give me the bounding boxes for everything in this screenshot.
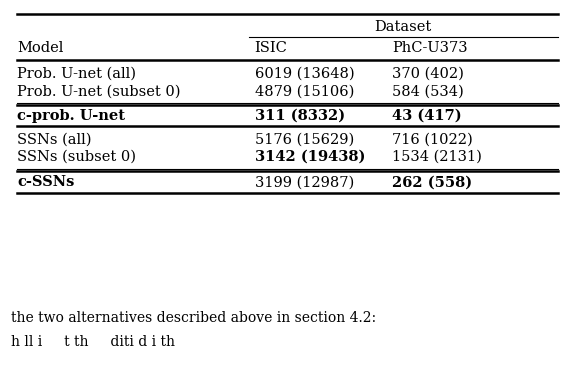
Text: the two alternatives described above in section 4.2:: the two alternatives described above in … (11, 312, 376, 325)
Text: 43 (417): 43 (417) (392, 109, 462, 123)
Text: c-prob. U-net: c-prob. U-net (17, 109, 125, 123)
Text: PhC-U373: PhC-U373 (392, 41, 467, 55)
Text: 3142 (19438): 3142 (19438) (255, 150, 365, 164)
Text: 716 (1022): 716 (1022) (392, 133, 472, 147)
Text: 262 (558): 262 (558) (392, 175, 472, 189)
Text: SSNs (subset 0): SSNs (subset 0) (17, 150, 136, 164)
Text: 370 (402): 370 (402) (392, 67, 464, 81)
Text: 3199 (12987): 3199 (12987) (255, 175, 354, 189)
Text: 584 (534): 584 (534) (392, 85, 463, 99)
Text: 4879 (15106): 4879 (15106) (255, 85, 354, 99)
Text: c-SSNs: c-SSNs (17, 175, 74, 189)
Text: 1534 (2131): 1534 (2131) (392, 150, 482, 164)
Text: 5176 (15629): 5176 (15629) (255, 133, 354, 147)
Text: 6019 (13648): 6019 (13648) (255, 67, 354, 81)
Text: h ll i     t th     diti d i th: h ll i t th diti d i th (11, 335, 176, 349)
Text: Prob. U-net (all): Prob. U-net (all) (17, 67, 136, 81)
Text: SSNs (all): SSNs (all) (17, 133, 92, 147)
Text: ISIC: ISIC (255, 41, 287, 55)
Text: 311 (8332): 311 (8332) (255, 109, 345, 123)
Text: Prob. U-net (subset 0): Prob. U-net (subset 0) (17, 85, 181, 99)
Text: Model: Model (17, 41, 63, 55)
Text: Dataset: Dataset (375, 20, 432, 34)
